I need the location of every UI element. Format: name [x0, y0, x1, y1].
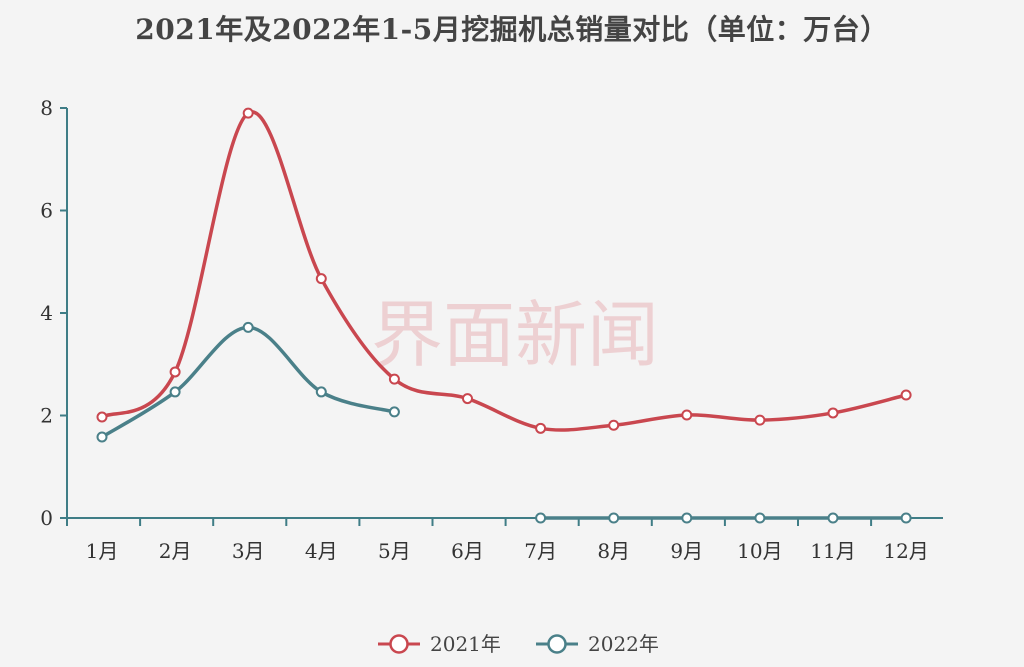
legend: 2021年 2022年	[378, 632, 659, 656]
data-point[interactable]	[608, 512, 620, 524]
data-point[interactable]	[388, 373, 400, 385]
data-point[interactable]	[754, 414, 766, 426]
data-point[interactable]	[96, 411, 108, 423]
data-point[interactable]	[169, 386, 181, 398]
legend-item-1[interactable]: 2021年	[378, 632, 501, 656]
data-point[interactable]	[315, 386, 327, 398]
data-point[interactable]	[96, 431, 108, 443]
chart-title: 2021年及2022年1-5月挖掘机总销量对比（单位：万台）	[135, 13, 889, 46]
x-tick-label: 12月	[883, 539, 928, 563]
x-tick-label: 3月	[232, 539, 265, 563]
axes: 0 2 4 6 8 1月 2月 3月 4月 5月 6月 7月 8月 9月 10月 11月 12月	[40, 96, 943, 563]
data-point[interactable]	[535, 422, 547, 434]
legend-item-2[interactable]: 2022年	[536, 632, 659, 656]
data-point[interactable]	[462, 393, 473, 405]
x-tick-label: 10月	[737, 539, 782, 563]
x-tick-label: 5月	[378, 539, 411, 563]
data-point[interactable]	[827, 407, 839, 419]
data-point[interactable]	[388, 406, 400, 418]
series-line	[100, 110, 908, 432]
watermark-text: 界面新闻	[371, 293, 659, 377]
x-tick-label: 7月	[524, 539, 557, 563]
data-point[interactable]	[315, 273, 327, 285]
data-point[interactable]	[900, 512, 912, 524]
x-tick-label: 2月	[159, 539, 192, 563]
data-point[interactable]	[242, 107, 254, 119]
data-point[interactable]	[900, 389, 912, 401]
data-point[interactable]	[242, 321, 254, 333]
series-1	[96, 107, 912, 434]
data-point[interactable]	[169, 366, 181, 378]
series-layer	[96, 107, 912, 524]
x-tick-label: 9月	[670, 539, 703, 563]
legend-label: 2021年	[430, 632, 501, 656]
series-2	[96, 321, 912, 524]
x-tick-label: 11月	[810, 539, 855, 563]
legend-label: 2022年	[588, 632, 659, 656]
y-tick-label: 4	[40, 301, 53, 325]
legend-marker	[547, 634, 567, 654]
series-line	[100, 325, 397, 439]
x-tick-label: 1月	[86, 539, 119, 563]
y-tick-label: 8	[40, 96, 53, 120]
data-point[interactable]	[827, 512, 839, 524]
y-tick-label: 6	[40, 199, 53, 223]
data-point[interactable]	[535, 512, 547, 524]
data-point[interactable]	[681, 512, 693, 524]
data-point[interactable]	[681, 409, 693, 421]
x-tick-label: 6月	[451, 539, 484, 563]
data-point[interactable]	[754, 512, 766, 524]
x-tick-label: 8月	[597, 539, 630, 563]
legend-marker	[389, 634, 409, 654]
data-point[interactable]	[608, 419, 620, 431]
y-tick-label: 0	[40, 506, 53, 530]
x-tick-label: 4月	[305, 539, 338, 563]
y-tick-label: 2	[40, 404, 53, 428]
